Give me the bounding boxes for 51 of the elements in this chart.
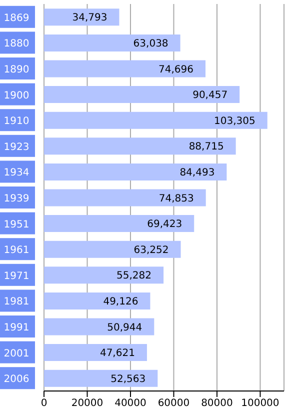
data-label: 69,423 (147, 219, 182, 230)
bar (44, 138, 236, 155)
y-tick-label: 2006 (4, 374, 30, 386)
bar (44, 34, 180, 52)
data-label: 90,457 (192, 90, 228, 102)
bar (44, 240, 181, 258)
bar (44, 292, 150, 310)
bar (44, 344, 147, 362)
x-tick-label: 100000 (241, 398, 280, 410)
y-tick-label: 1934 (4, 168, 30, 179)
bar (44, 215, 194, 232)
y-tick-label: 1981 (4, 296, 30, 308)
y-tick-label: 1951 (4, 219, 30, 230)
y-tick-label: 1900 (4, 90, 30, 102)
bar (44, 189, 206, 206)
bar (44, 86, 240, 104)
data-label: 74,853 (158, 193, 194, 204)
bar (44, 163, 227, 180)
x-tick-label: 20000 (71, 398, 104, 410)
data-label: 74,696 (158, 64, 194, 76)
x-tick-label: 80000 (201, 398, 233, 410)
y-tick-label: 1880 (4, 38, 30, 50)
data-label: 63,038 (133, 38, 168, 50)
y-tick-label: 1991 (4, 322, 30, 334)
data-label: 63,252 (134, 244, 169, 256)
data-label: 47,621 (100, 348, 135, 360)
y-tick-label: 1890 (4, 64, 30, 76)
data-label: 34,793 (72, 12, 108, 24)
x-tick-label: 60000 (158, 398, 190, 410)
bar (44, 266, 164, 284)
y-tick-label: 2001 (4, 348, 30, 360)
y-tick-label: 1961 (4, 245, 30, 256)
y-tick-label: 1869 (4, 12, 30, 24)
bar (44, 318, 154, 336)
y-tick-label: 1923 (4, 142, 30, 153)
data-label: 52,563 (110, 374, 146, 385)
y-tick-label: 1971 (4, 270, 30, 282)
data-label: 50,944 (107, 322, 142, 334)
y-tick-label: 1910 (4, 116, 30, 128)
bar (44, 8, 120, 26)
data-label: 84,493 (180, 167, 215, 178)
x-tick-label: 0 (40, 398, 48, 410)
bar (44, 112, 268, 129)
bar (44, 60, 206, 78)
data-label: 55,282 (116, 270, 152, 282)
x-tick-label: 40000 (114, 398, 146, 410)
bar (44, 370, 158, 387)
data-label: 103,305 (214, 116, 256, 127)
y-tick-label: 1939 (4, 194, 30, 204)
data-label: 49,126 (103, 296, 138, 308)
data-label: 88,715 (188, 142, 224, 153)
